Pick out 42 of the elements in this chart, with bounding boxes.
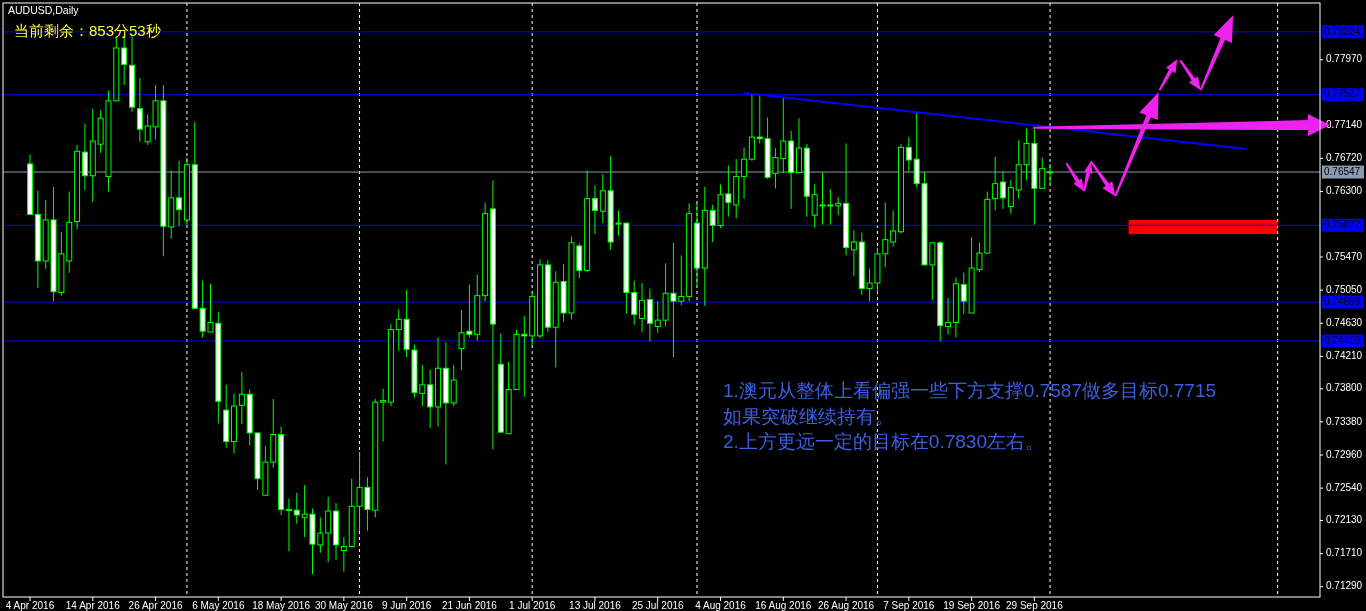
x-tick-label: 26 Apr 2016 (128, 600, 183, 611)
y-tick-label: 0.74210 (1326, 350, 1363, 362)
ref-line-label: 0.78324 (1324, 25, 1361, 37)
ref-line-label: 0.75872 (1324, 218, 1361, 230)
y-tick-label: 0.72960 (1326, 448, 1363, 460)
x-tick-label: 7 Sep 2016 (883, 600, 935, 611)
x-tick-label: 25 Jul 2016 (631, 600, 685, 611)
x-tick-label: 6 May 2016 (192, 600, 245, 611)
y-tick-label: 0.77970 (1326, 53, 1363, 65)
y-tick-label: 0.73380 (1326, 415, 1363, 427)
ref-line-label: 0.74899 (1324, 295, 1361, 307)
annotation: 如果突破继续持有。 (723, 405, 894, 427)
y-tick-label: 0.71710 (1326, 547, 1363, 559)
annotation: 1.澳元从整体上看偏强一些下方支撑0.7587做多目标0.7715 (723, 380, 1217, 401)
x-tick-label: 9 Jun 2016 (381, 600, 432, 611)
x-tick-label: 4 Apr 2016 (5, 600, 55, 611)
ref-line-label: 0.76547 (1324, 165, 1361, 177)
x-tick-label: 4 Aug 2016 (695, 600, 747, 611)
x-tick-label: 30 May 2016 (314, 600, 374, 611)
x-tick-label: 14 Apr 2016 (65, 600, 121, 611)
ref-line-label: 0.74406 (1324, 334, 1361, 346)
y-tick-label: 0.72540 (1326, 481, 1363, 493)
x-tick-label: 26 Aug 2016 (817, 600, 875, 611)
x-tick-label: 1 Jul 2016 (509, 600, 556, 611)
ref-line-label: 0.77527 (1324, 88, 1361, 100)
y-tick-label: 0.75470 (1326, 250, 1363, 262)
x-tick-label: 19 Sep 2016 (943, 600, 1001, 611)
y-tick-label: 0.76300 (1326, 185, 1363, 197)
annotation: 2.上方更远一定的目标在0.7830左右。 (723, 431, 1044, 452)
x-tick-label: 21 Jun 2016 (441, 600, 498, 611)
y-tick-label: 0.73800 (1326, 382, 1363, 394)
y-tick-label: 0.75050 (1326, 283, 1363, 295)
y-tick-label: 0.76720 (1326, 152, 1363, 164)
x-tick-label: 29 Sep 2016 (1006, 600, 1064, 611)
x-tick-label: 16 Aug 2016 (755, 600, 812, 611)
chart-title: AUDUSD,Daily (8, 4, 80, 16)
y-tick-label: 0.71290 (1326, 580, 1363, 592)
x-tick-label: 13 Jul 2016 (569, 600, 622, 611)
y-tick-label: 0.74630 (1326, 316, 1363, 328)
x-tick-label: 18 May 2016 (252, 600, 311, 611)
y-tick-label: 0.72130 (1326, 514, 1363, 526)
y-tick-label: 0.77140 (1326, 118, 1363, 130)
